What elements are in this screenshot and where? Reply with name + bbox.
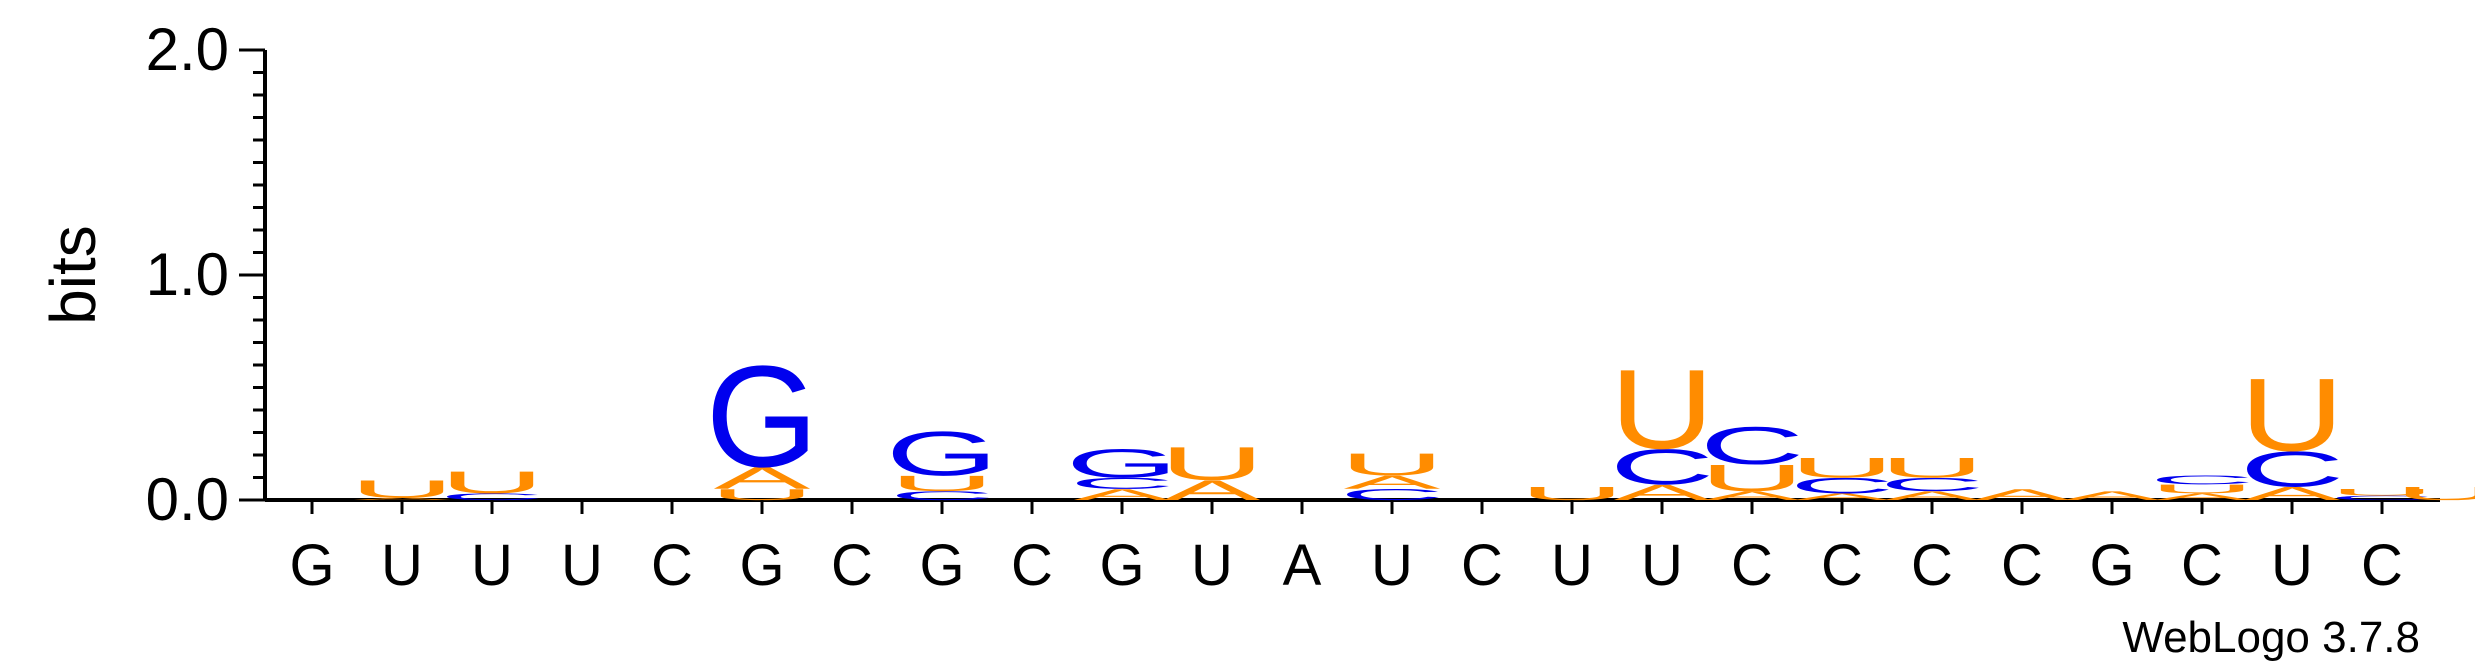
x-tick-label: C bbox=[1011, 533, 1053, 598]
logo-letter-A-pos-18: A bbox=[1794, 491, 1891, 502]
x-tick-label: C bbox=[1731, 533, 1773, 598]
x-tick-label: C bbox=[651, 533, 693, 598]
logo-letter-A-pos-23: A bbox=[2244, 483, 2341, 504]
logo-letter-C-pos-8: C bbox=[890, 489, 995, 503]
logo-letter-U-pos-15: U bbox=[1520, 483, 1625, 504]
x-tick-label: G bbox=[289, 533, 334, 598]
logo-letter-U-pos-13: U bbox=[1340, 447, 1445, 482]
logo-letter-U-pos-19: U bbox=[1880, 452, 1985, 484]
logo-letter-A-pos-21: A bbox=[2064, 489, 2161, 503]
x-tick-label: C bbox=[1911, 533, 1953, 598]
x-tick-label: G bbox=[2089, 533, 2134, 598]
logo-letter-U-pos-24: U bbox=[2330, 487, 2435, 498]
x-tick-label: U bbox=[1191, 533, 1233, 598]
logo-letter-A-pos-17: A bbox=[1704, 489, 1801, 503]
logo-letter-U-pos-17: U bbox=[1700, 457, 1805, 499]
x-tick-label: U bbox=[1551, 533, 1593, 598]
logo-letter-C-pos-19: C bbox=[1880, 474, 1985, 495]
x-tick-label: U bbox=[1371, 533, 1413, 598]
logo-letter-A-pos-10: A bbox=[1074, 486, 1171, 504]
x-tick-label: C bbox=[831, 533, 873, 598]
x-tick-label: G bbox=[919, 533, 964, 598]
x-tick-label: G bbox=[1099, 533, 1144, 598]
logo-letter-C-pos-16: C bbox=[1610, 439, 1715, 495]
x-tick-label: C bbox=[2181, 533, 2223, 598]
x-tick-label: U bbox=[1641, 533, 1683, 598]
logo-letter-U-pos-25: U bbox=[2395, 483, 2475, 504]
logo-letter-U-pos-23: U bbox=[2240, 357, 2345, 473]
logo-letter-U-pos-16: U bbox=[1610, 346, 1715, 473]
logo-letter-U-pos-8: U bbox=[890, 471, 995, 496]
y-tick-label: 1.0 bbox=[146, 241, 229, 308]
logo-letter-A-pos-13: A bbox=[1344, 472, 1441, 493]
x-tick-label: A bbox=[1283, 533, 1322, 598]
x-tick-label: C bbox=[1461, 533, 1503, 598]
logo-letter-A-pos-20: A bbox=[1974, 486, 2071, 504]
logo-letter-U-pos-18: U bbox=[1790, 452, 1895, 484]
y-axis-label: bits bbox=[37, 225, 109, 325]
logo-letter-A-pos-6: A bbox=[714, 461, 811, 496]
logo-letter-C-pos-10: C bbox=[1070, 475, 1175, 493]
y-tick-label: 0.0 bbox=[146, 466, 229, 533]
logo-letter-U-pos-6: U bbox=[710, 486, 815, 504]
logo-letter-G-pos-6: G bbox=[706, 335, 819, 497]
x-tick-label: U bbox=[471, 533, 513, 598]
logo-letter-C-pos-24: C bbox=[2330, 494, 2435, 501]
x-tick-label: G bbox=[739, 533, 784, 598]
x-tick-label: C bbox=[2001, 533, 2043, 598]
logo-letter-A-pos-19: A bbox=[1884, 489, 1981, 503]
logo-letter-U-pos-2: U bbox=[350, 475, 455, 503]
weblogo-credit: WebLogo 3.7.8 bbox=[2122, 613, 2420, 662]
logo-letter-U-pos-22: U bbox=[2150, 482, 2255, 496]
axes: 0.0 1.0 2.0 bbox=[146, 16, 2440, 533]
logo-letter-A-pos-22: A bbox=[2154, 491, 2251, 502]
x-tick-label: C bbox=[1821, 533, 1863, 598]
y-tick-label: 2.0 bbox=[146, 16, 229, 83]
logo-letter-C-pos-13: C bbox=[1340, 486, 1445, 504]
logo-letter-C-pos-17: C bbox=[1700, 416, 1805, 476]
x-tick-label: C bbox=[2361, 533, 2403, 598]
logo-letter-C-pos-23: C bbox=[2240, 441, 2345, 497]
x-tick-label: U bbox=[561, 533, 603, 598]
logo-letter-G-pos-10: G bbox=[1066, 441, 1179, 487]
logo-letter-C-pos-3: C bbox=[440, 491, 545, 502]
logo-letter-U-pos-11: U bbox=[1160, 437, 1265, 490]
logo-letter-G-pos-8: G bbox=[886, 418, 999, 488]
logo-letter-A-pos-2: A bbox=[354, 497, 452, 501]
x-tick-label: U bbox=[2271, 533, 2313, 598]
logo-letter-C-pos-22: C bbox=[2150, 473, 2255, 487]
logo-letter-C-pos-18: C bbox=[1790, 473, 1895, 498]
x-tick-label: U bbox=[381, 533, 423, 598]
logo-letter-U-pos-3: U bbox=[440, 465, 545, 500]
